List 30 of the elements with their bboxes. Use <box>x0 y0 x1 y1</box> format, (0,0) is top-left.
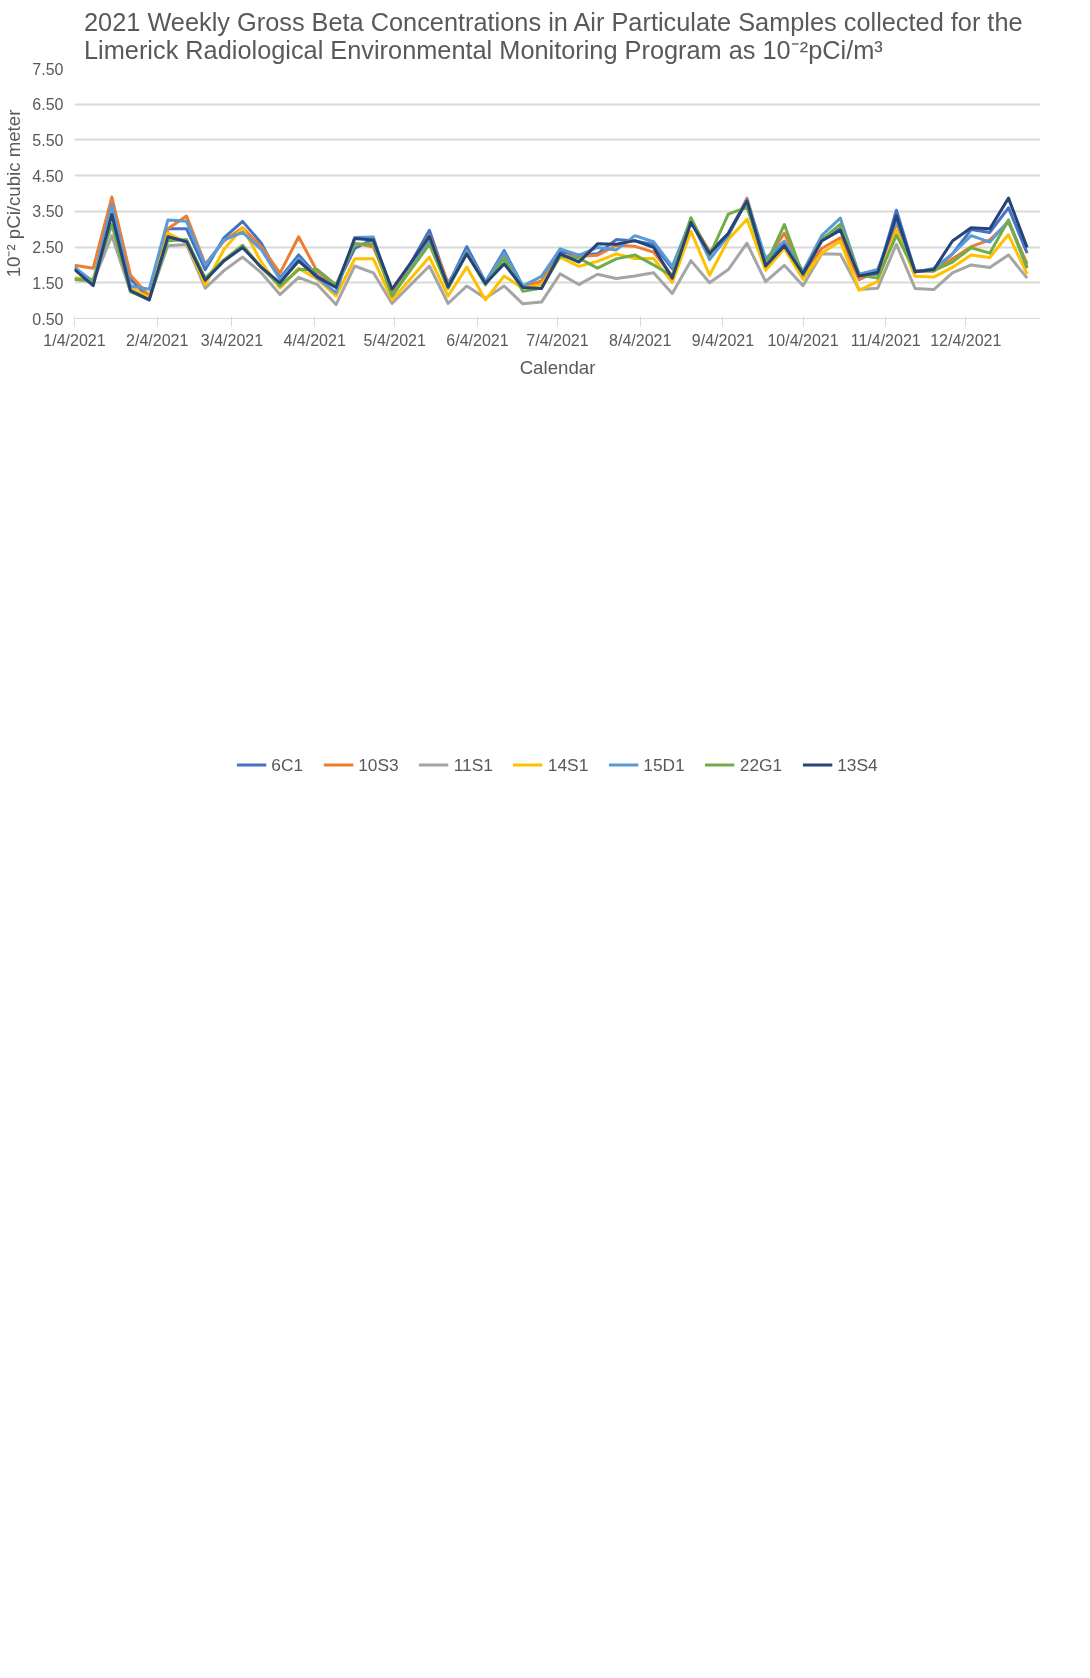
x-tick-label: 11/4/2021 <box>850 331 921 349</box>
legend-label: 22G1 <box>739 754 783 776</box>
legend-label: 6C1 <box>271 754 304 776</box>
x-tick-label: 2/4/2021 <box>126 331 189 349</box>
x-tick-label: 3/4/2021 <box>200 331 264 349</box>
x-tick-label: 12/4/2021 <box>930 331 1002 349</box>
y-tick-label: 0.50 <box>32 310 64 328</box>
y-axis-title: 10⁻² pCi/cubic meter <box>3 109 25 278</box>
chart-title: 2021 Weekly Gross Beta Concentrations in Air Particulate Samples collected for the Limerick Radiological Environmental Monitoring Program as 10⁻²pCi/m³ <box>84 7 1023 64</box>
x-tick-label: 5/4/2021 <box>363 331 426 349</box>
legend-label: 11S1 <box>453 754 493 776</box>
x-tick-label: 4/4/2021 <box>283 331 346 349</box>
x-tick-label: 6/4/2021 <box>446 331 509 349</box>
x-axis-title: Calendar <box>519 356 596 378</box>
y-tick-label: 7.50 <box>32 60 64 78</box>
x-tick-label: 8/4/2021 <box>609 331 672 349</box>
legend-label: 15D1 <box>643 754 685 776</box>
y-tick-label: 1.50 <box>32 274 64 292</box>
x-tick-label: 10/4/2021 <box>767 331 839 349</box>
y-tick-label: 4.50 <box>32 167 64 185</box>
x-tick-label: 9/4/2021 <box>691 331 755 349</box>
x-tick-label: 1/4/2021 <box>43 331 106 349</box>
y-tick-label: 6.50 <box>32 96 64 114</box>
legend-label: 14S1 <box>547 754 589 776</box>
y-tick-label: 2.50 <box>32 239 64 257</box>
legend-label: 13S4 <box>837 754 878 776</box>
y-tick-label: 3.50 <box>32 203 64 221</box>
y-tick-label: 5.50 <box>32 131 64 149</box>
x-tick-label: 7/4/2021 <box>526 331 589 349</box>
legend-label: 10S3 <box>358 754 399 776</box>
